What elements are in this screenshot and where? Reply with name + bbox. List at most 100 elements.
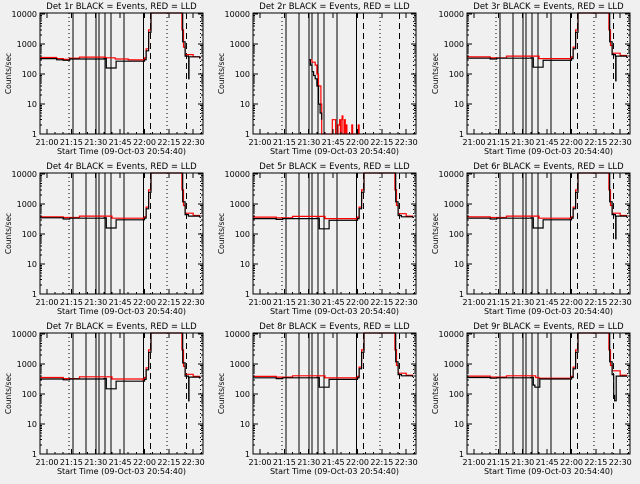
series-lld: [40, 172, 201, 220]
x-tick-label: 21:30: [298, 138, 321, 147]
x-axis-label: Start Time (09-Oct-03 20:54:40): [270, 307, 399, 316]
x-tick-label: 22:15: [157, 138, 180, 147]
y-axis-label: Counts/sec: [431, 213, 440, 254]
x-axis-label: Start Time (09-Oct-03 20:54:40): [57, 467, 186, 476]
y-tick-label: 1000: [443, 40, 463, 49]
y-tick-label: 10000: [438, 170, 463, 179]
plot-frame: [39, 332, 204, 455]
chart-svg: 1 10 100 1000 10000 21:00 21:15 21:30 21:45 22:00…: [217, 2, 418, 156]
x-tick-label: 22:15: [371, 298, 394, 307]
y-tick-label: 1000: [17, 40, 37, 49]
panel-title: Det 3r BLACK = Events, RED = LLD: [473, 2, 624, 12]
x-tick-label: 21:00: [462, 458, 485, 467]
panel-title: Det 7r BLACK = Events, RED = LLD: [46, 322, 197, 332]
chart-svg: 1 10 100 1000 10000 21:00 21:15 21:30 21:45 22:00…: [431, 2, 632, 156]
series-lld: [40, 332, 201, 381]
x-tick-label: 22:15: [584, 458, 607, 467]
x-tick-label: 22:15: [157, 298, 180, 307]
y-tick-label: 1000: [443, 200, 463, 209]
y-tick-label: 1000: [443, 360, 463, 369]
chart-svg: 1 10 100 1000 10000 21:00 21:15 21:30 21:45 22:00…: [217, 162, 418, 316]
x-tick-label: 21:45: [322, 458, 345, 467]
y-tick-label: 1000: [230, 200, 250, 209]
panel-det-5: 1 10 100 1000 10000 21:00 21:15 21:30 21:45 22:00…: [213, 160, 426, 320]
y-tick-label: 10: [453, 260, 463, 269]
panel-det-7: 1 10 100 1000 10000 21:00 21:15 21:30 21:45 22:00…: [0, 320, 213, 480]
y-tick-label: 100: [22, 230, 37, 239]
x-tick-label: 22:00: [133, 458, 156, 467]
y-tick-label: 10: [240, 100, 250, 109]
x-tick-label: 21:00: [35, 298, 58, 307]
y-tick-label: 10000: [438, 330, 463, 339]
series-events: [253, 172, 414, 230]
series-lld: [467, 332, 627, 380]
x-axis-label: Start Time (09-Oct-03 20:54:40): [57, 147, 186, 156]
panel-title: Det 8r BLACK = Events, RED = LLD: [260, 322, 411, 332]
y-tick-label: 100: [235, 70, 250, 79]
series-lld: [309, 59, 360, 135]
x-axis-label: Start Time (09-Oct-03 20:54:40): [57, 307, 186, 316]
y-axis-label: Counts/sec: [217, 213, 226, 254]
y-axis-label: Counts/sec: [431, 373, 440, 414]
x-tick-label: 21:00: [249, 298, 272, 307]
y-axis-label: Counts/sec: [217, 373, 226, 414]
y-tick-label: 1: [32, 450, 37, 459]
x-tick-label: 22:00: [560, 298, 583, 307]
x-tick-label: 21:30: [511, 138, 534, 147]
y-tick-label: 10: [453, 420, 463, 429]
y-tick-label: 10: [27, 420, 37, 429]
x-tick-label: 22:15: [371, 138, 394, 147]
x-tick-label: 21:45: [322, 138, 345, 147]
x-tick-label: 21:00: [35, 458, 58, 467]
y-tick-label: 1: [32, 290, 37, 299]
x-axis-label: Start Time (09-Oct-03 20:54:40): [484, 147, 613, 156]
series-events: [40, 12, 201, 80]
x-tick-label: 21:30: [84, 458, 107, 467]
plot-frame: [252, 172, 417, 295]
x-tick-label: 21:15: [273, 138, 296, 147]
y-tick-label: 10000: [225, 330, 250, 339]
x-tick-label: 21:00: [462, 138, 485, 147]
chart-svg: 1 10 100 1000 10000 21:00 21:15 21:30 21:45 22:00…: [431, 162, 632, 316]
y-axis-label: Counts/sec: [4, 213, 13, 254]
y-tick-label: 100: [22, 390, 37, 399]
y-tick-label: 10000: [438, 10, 463, 19]
x-tick-label: 21:00: [462, 298, 485, 307]
y-axis-label: Counts/sec: [431, 53, 440, 94]
y-tick-label: 10: [27, 100, 37, 109]
y-tick-label: 100: [22, 70, 37, 79]
y-tick-label: 10000: [225, 10, 250, 19]
x-tick-label: 21:15: [273, 458, 296, 467]
x-tick-label: 22:30: [395, 138, 418, 147]
panel-title: Det 1r BLACK = Events, RED = LLD: [46, 2, 197, 12]
plot-frame: [39, 12, 204, 135]
y-tick-label: 1: [32, 130, 37, 139]
chart-svg: 1 10 100 1000 10000 21:00 21:15 21:30 21:45 22:00…: [217, 322, 418, 476]
x-tick-label: 21:15: [486, 298, 509, 307]
y-tick-label: 10: [453, 100, 463, 109]
plot-frame: [466, 172, 631, 295]
series-events: [467, 172, 627, 240]
x-tick-label: 22:30: [608, 298, 631, 307]
panel-title: Det 4r BLACK = Events, RED = LLD: [46, 162, 197, 172]
y-tick-label: 1000: [17, 200, 37, 209]
y-tick-label: 100: [448, 70, 463, 79]
x-tick-label: 22:15: [371, 458, 394, 467]
x-tick-label: 21:00: [249, 458, 272, 467]
panel-det-4: 1 10 100 1000 10000 21:00 21:15 21:30 21:45 22:00…: [0, 160, 213, 320]
x-tick-label: 22:00: [560, 458, 583, 467]
x-tick-label: 22:30: [182, 298, 205, 307]
y-tick-label: 100: [448, 230, 463, 239]
panel-title: Det 6r BLACK = Events, RED = LLD: [473, 162, 624, 172]
x-tick-label: 22:00: [346, 298, 369, 307]
y-tick-label: 1000: [230, 40, 250, 49]
y-tick-label: 100: [448, 390, 463, 399]
panel-det-9: 1 10 100 1000 10000 21:00 21:15 21:30 21:45 22:00…: [427, 320, 640, 480]
y-axis-label: Counts/sec: [4, 53, 13, 94]
y-tick-label: 10000: [225, 170, 250, 179]
series-events: [467, 332, 627, 402]
y-tick-label: 1000: [230, 360, 250, 369]
series-lld: [467, 12, 627, 60]
x-tick-label: 22:00: [560, 138, 583, 147]
y-tick-label: 100: [235, 230, 250, 239]
